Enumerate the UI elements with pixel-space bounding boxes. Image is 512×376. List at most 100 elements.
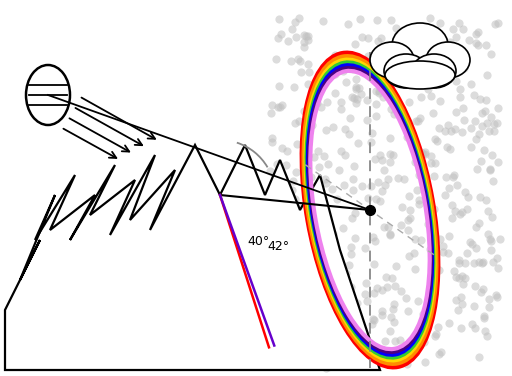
- Point: [406, 215, 414, 221]
- Point: [452, 109, 460, 115]
- Point: [392, 263, 400, 269]
- Point: [455, 20, 463, 26]
- Point: [484, 128, 493, 134]
- Point: [338, 277, 346, 284]
- Point: [308, 122, 316, 128]
- Point: [386, 328, 394, 334]
- Point: [339, 68, 347, 74]
- Point: [320, 246, 328, 252]
- Point: [403, 43, 411, 49]
- Point: [310, 154, 318, 160]
- Point: [417, 94, 425, 100]
- Point: [484, 232, 492, 238]
- Point: [471, 303, 479, 309]
- Point: [309, 343, 317, 349]
- Point: [345, 262, 353, 268]
- Point: [320, 229, 328, 235]
- Point: [300, 39, 308, 45]
- Point: [348, 302, 356, 308]
- Point: [494, 20, 502, 26]
- Point: [342, 79, 350, 85]
- Point: [475, 259, 483, 265]
- Point: [479, 286, 487, 292]
- Point: [350, 95, 358, 101]
- Point: [494, 265, 502, 271]
- Point: [367, 182, 375, 188]
- Point: [455, 275, 463, 281]
- Point: [487, 114, 495, 120]
- Point: [352, 300, 360, 306]
- Point: [329, 317, 337, 323]
- Point: [491, 21, 499, 27]
- Point: [375, 351, 383, 357]
- Point: [452, 274, 460, 280]
- Point: [420, 149, 429, 155]
- Point: [490, 120, 498, 126]
- Point: [305, 236, 313, 242]
- Point: [297, 275, 306, 281]
- Point: [436, 38, 444, 44]
- Point: [344, 21, 352, 27]
- Point: [456, 86, 464, 92]
- Point: [271, 205, 280, 211]
- Point: [494, 159, 502, 165]
- Point: [448, 202, 456, 208]
- Point: [315, 342, 324, 348]
- Point: [345, 343, 353, 349]
- Point: [355, 85, 363, 91]
- Point: [391, 44, 399, 50]
- Point: [417, 149, 425, 155]
- Point: [313, 100, 322, 106]
- Point: [319, 18, 327, 24]
- Point: [472, 136, 480, 142]
- Point: [291, 343, 299, 349]
- Point: [458, 273, 466, 279]
- Point: [421, 359, 429, 365]
- Point: [322, 215, 330, 221]
- Point: [431, 136, 439, 142]
- Point: [471, 282, 479, 288]
- Point: [287, 342, 295, 348]
- Point: [300, 325, 308, 331]
- Point: [445, 320, 453, 326]
- Point: [287, 58, 295, 64]
- Point: [304, 37, 312, 43]
- Point: [444, 121, 452, 127]
- Ellipse shape: [385, 61, 455, 89]
- Point: [420, 151, 429, 157]
- Point: [404, 227, 412, 233]
- Point: [390, 319, 398, 325]
- Point: [417, 167, 425, 173]
- Point: [364, 196, 372, 202]
- Point: [361, 245, 369, 251]
- Point: [332, 336, 340, 342]
- Point: [481, 328, 489, 334]
- Point: [362, 280, 370, 286]
- Point: [487, 51, 495, 57]
- Point: [475, 220, 483, 226]
- Point: [386, 232, 394, 238]
- Point: [458, 209, 466, 215]
- Point: [279, 254, 287, 260]
- Point: [328, 186, 336, 192]
- Point: [431, 333, 439, 339]
- Point: [381, 60, 389, 66]
- Point: [445, 233, 453, 239]
- Point: [476, 96, 484, 102]
- Point: [411, 236, 419, 242]
- Point: [271, 274, 279, 280]
- Point: [360, 65, 369, 71]
- Point: [441, 174, 450, 180]
- Point: [297, 69, 306, 75]
- Point: [383, 284, 391, 290]
- Point: [322, 180, 330, 186]
- Point: [289, 282, 297, 288]
- Point: [287, 202, 295, 208]
- Point: [316, 218, 324, 224]
- Point: [382, 274, 390, 280]
- Point: [430, 173, 438, 179]
- Point: [329, 276, 337, 282]
- Point: [352, 86, 360, 92]
- Point: [347, 244, 355, 250]
- Point: [437, 349, 445, 355]
